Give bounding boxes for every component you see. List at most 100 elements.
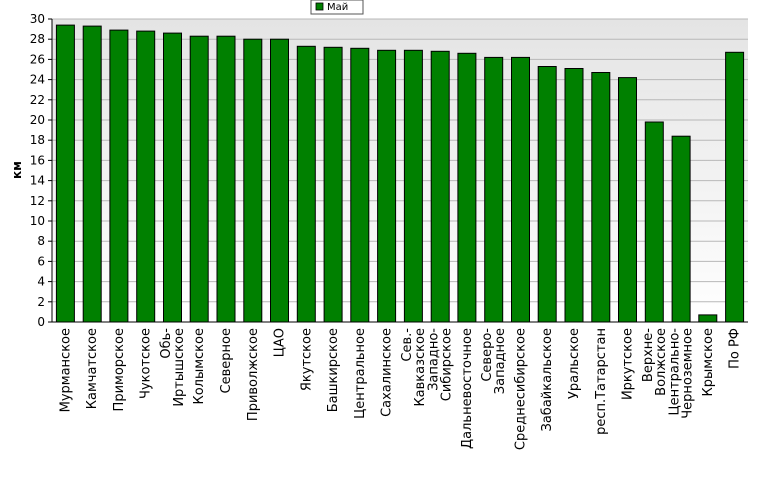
x-tick-label-line: Якутское [299,328,314,391]
bar [511,56,530,323]
x-tick-label-line: Верхне- [641,328,656,382]
bar [698,314,718,323]
y-tick-label: 6 [37,254,45,268]
y-axis-title: км [10,161,24,179]
x-tick-label: Обь-Иртышское [159,328,187,407]
x-tick-label-line: Сев.- [400,328,415,362]
bar [189,35,209,323]
bar [323,46,343,323]
y-tick-label: 12 [30,194,45,208]
plot-area [52,19,748,322]
x-tick-label: Западно-Сибирское [427,328,455,402]
x-tick-label: Сахалинское [380,328,395,417]
y-tick-label: 26 [30,52,45,66]
x-tick-label: Башкирское [326,328,341,412]
bar [243,38,263,323]
bar [136,30,156,323]
x-tick-label: Камчатское [85,328,100,409]
x-tick-label: Приморское [112,328,127,411]
x-tick-label-line: Среднесибирское [514,328,529,450]
x-tick-label: Среднесибирское [514,328,529,450]
x-tick-label-line: Приморское [112,328,127,411]
x-tick-label: Чукотское [139,328,154,399]
y-tick-label: 30 [30,12,45,26]
x-tick-label-line: Иркутское [621,328,636,400]
bar [296,45,316,323]
x-tick-label-line: Иртышское [172,328,187,407]
bar [109,29,129,323]
x-tick-label-line: Северо- [480,328,495,382]
x-tick-label: Приволжское [246,328,261,421]
x-tick-label: Северное [219,328,234,393]
x-tick-label-line: Центрально- [668,328,683,416]
x-tick-label-line: Центральное [353,328,368,419]
x-tick-label: Сев.-Кавказское [400,328,428,407]
x-tick-label: Центральное [353,328,368,419]
bar [216,35,236,323]
bars [55,24,745,323]
y-tick-label: 16 [30,153,45,167]
x-tick-label: Колымское [192,328,207,405]
y-tick-label: 8 [37,234,45,248]
legend-swatch [315,2,324,11]
bar [270,38,289,323]
y-tick-label: 2 [37,295,45,309]
x-tick-label: Центрально-Черноземное [668,328,696,419]
x-axis-labels: Мурманское Камчатское Приморское Чукотское О… [58,328,742,450]
bar [82,25,102,323]
bar [377,49,397,323]
x-tick-label-line: Северное [219,328,234,393]
bar [591,72,611,323]
bar [350,47,370,323]
x-tick-label-line: Камчатское [85,328,100,409]
x-tick-label: Уральское [567,328,582,399]
bar [564,68,584,323]
bar [537,66,557,323]
x-tick-label-line: Чукотское [139,328,154,399]
x-tick-label-line: Уральское [567,328,582,399]
bar [671,135,691,323]
x-tick-label-line: Черноземное [681,328,696,419]
y-tick-label: 18 [30,133,45,147]
bar [725,51,745,323]
x-tick-label-line: ЦАО [273,328,288,357]
x-tick-label: респ.Татарстан [594,328,609,435]
y-tick-label: 20 [30,113,45,127]
legend-box [310,0,364,15]
y-tick-label: 4 [37,275,45,289]
y-tick-label: 22 [30,93,45,107]
bar [55,24,75,323]
x-tick-label-line: Кавказское [413,328,428,407]
y-tick-label: 0 [37,315,45,329]
bar [484,56,504,323]
bar [618,77,637,323]
bar [163,32,182,323]
x-tick-label: Северо-Западное [480,328,508,395]
bar [430,50,450,323]
x-tick-label-line: Башкирское [326,328,341,412]
x-tick-label-line: Западное [493,328,508,394]
x-tick-label: Иркутское [621,328,636,400]
x-tick-label-line: Сахалинское [380,328,395,417]
x-tick-label: Забайкальское [540,328,555,431]
x-tick-label-line: Колымское [192,328,207,405]
x-tick-label-line: По РФ [728,328,743,369]
y-tick-label: 14 [30,174,45,188]
x-tick-label: Якутское [299,328,314,391]
legend: Май [310,0,364,15]
x-tick-label-line: Волжское [654,328,669,396]
x-tick-label-line: Сибирское [440,328,455,401]
x-tick-label-line: Приволжское [246,328,261,421]
x-tick-label-line: Крымское [701,328,716,397]
x-tick-label: Верхне-Волжское [641,328,669,396]
x-tick-label: Дальневосточное [460,328,475,449]
legend-label: Май [327,2,348,13]
bar [457,52,477,323]
x-tick-label-line: респ.Татарстан [594,328,609,435]
y-tick-label: 10 [30,214,45,228]
x-tick-label-line: Обь- [159,328,174,359]
x-tick-label-line: Дальневосточное [460,328,475,449]
x-tick-label: ЦАО [273,328,288,357]
bar [403,49,423,323]
